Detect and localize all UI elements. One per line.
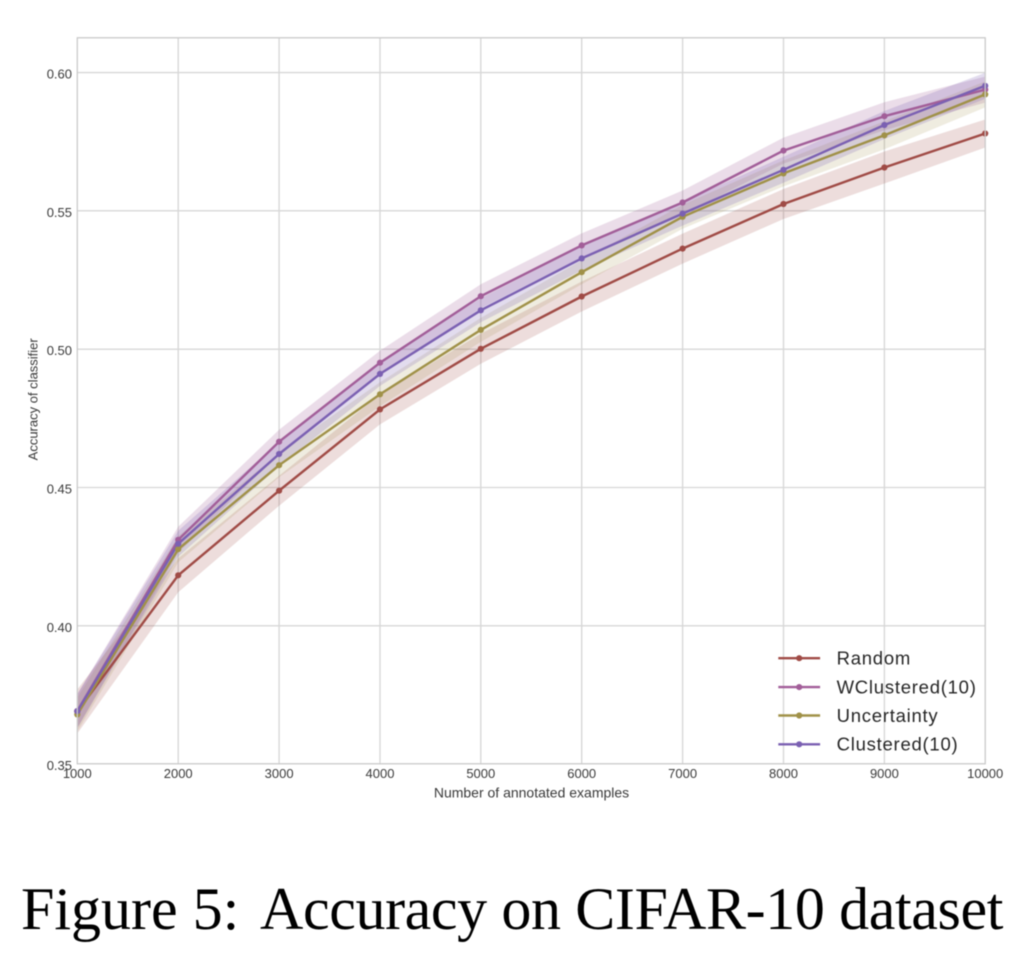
svg-text:0.35: 0.35 <box>47 758 72 773</box>
svg-text:Number of annotated examples: Number of annotated examples <box>434 785 629 801</box>
svg-text:3000: 3000 <box>265 766 294 781</box>
svg-text:2000: 2000 <box>164 766 193 781</box>
svg-text:0.55: 0.55 <box>47 205 72 220</box>
svg-text:7000: 7000 <box>668 766 697 781</box>
svg-text:WClustered(10): WClustered(10) <box>837 677 977 698</box>
svg-text:Random: Random <box>837 648 911 669</box>
svg-text:1000: 1000 <box>63 766 92 781</box>
svg-text:Clustered(10): Clustered(10) <box>837 734 959 755</box>
svg-text:9000: 9000 <box>870 766 899 781</box>
svg-text:6000: 6000 <box>567 766 596 781</box>
svg-text:Accuracy of classifier: Accuracy of classifier <box>26 338 41 461</box>
svg-text:5000: 5000 <box>466 766 495 781</box>
svg-text:0.60: 0.60 <box>47 67 72 82</box>
svg-text:8000: 8000 <box>769 766 798 781</box>
svg-text:4000: 4000 <box>366 766 395 781</box>
svg-text:10000: 10000 <box>967 766 1003 781</box>
svg-text:0.40: 0.40 <box>47 620 72 635</box>
svg-text:0.45: 0.45 <box>47 482 72 497</box>
svg-text:Uncertainty: Uncertainty <box>837 705 939 726</box>
svg-text:0.50: 0.50 <box>47 343 72 358</box>
